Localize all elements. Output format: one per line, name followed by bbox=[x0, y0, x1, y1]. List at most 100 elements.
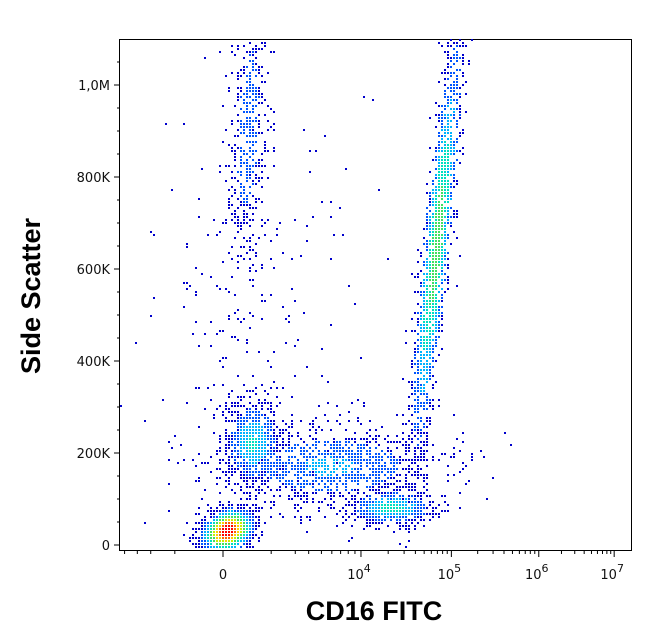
data-point bbox=[273, 150, 275, 152]
data-point bbox=[447, 54, 449, 56]
data-point bbox=[252, 459, 254, 461]
data-point bbox=[435, 336, 437, 338]
data-point bbox=[336, 456, 338, 458]
data-point bbox=[195, 513, 197, 515]
data-point bbox=[240, 474, 242, 476]
data-point bbox=[312, 471, 314, 473]
data-point bbox=[387, 477, 389, 479]
data-point bbox=[249, 426, 251, 428]
data-point bbox=[273, 165, 275, 167]
data-point bbox=[447, 222, 449, 224]
data-point bbox=[426, 363, 428, 365]
data-point bbox=[426, 318, 428, 320]
data-point bbox=[243, 438, 245, 440]
data-point bbox=[264, 426, 266, 428]
data-point bbox=[417, 369, 419, 371]
data-point bbox=[330, 483, 332, 485]
data-point bbox=[405, 330, 407, 332]
data-point bbox=[360, 474, 362, 476]
data-point bbox=[411, 273, 413, 275]
data-point bbox=[369, 453, 371, 455]
data-point bbox=[411, 384, 413, 386]
data-point bbox=[423, 330, 425, 332]
data-point bbox=[243, 525, 245, 527]
data-point bbox=[435, 264, 437, 266]
data-point bbox=[375, 522, 377, 524]
data-point bbox=[228, 510, 230, 512]
data-point bbox=[375, 474, 377, 476]
data-point bbox=[417, 291, 419, 293]
data-point bbox=[231, 444, 233, 446]
data-point bbox=[276, 426, 278, 428]
data-point bbox=[246, 447, 248, 449]
data-point bbox=[423, 294, 425, 296]
data-point bbox=[405, 450, 407, 452]
data-point bbox=[372, 513, 374, 515]
data-point bbox=[384, 474, 386, 476]
data-point bbox=[333, 477, 335, 479]
data-point bbox=[417, 363, 419, 365]
data-point bbox=[336, 525, 338, 527]
data-point bbox=[432, 222, 434, 224]
data-point bbox=[435, 507, 437, 509]
data-point bbox=[432, 234, 434, 236]
data-point bbox=[459, 45, 461, 47]
data-point bbox=[231, 390, 233, 392]
data-point bbox=[294, 219, 296, 221]
data-point bbox=[258, 453, 260, 455]
data-point bbox=[417, 405, 419, 407]
data-point bbox=[288, 432, 290, 434]
data-point bbox=[438, 177, 440, 179]
data-point bbox=[453, 63, 455, 65]
data-point bbox=[231, 534, 233, 536]
data-point bbox=[426, 393, 428, 395]
data-point bbox=[375, 501, 377, 503]
data-point bbox=[453, 111, 455, 113]
data-point bbox=[471, 39, 473, 41]
data-point bbox=[285, 474, 287, 476]
data-point bbox=[438, 321, 440, 323]
data-point bbox=[252, 60, 254, 62]
data-point bbox=[429, 264, 431, 266]
data-point bbox=[414, 495, 416, 497]
data-point bbox=[444, 495, 446, 497]
data-point bbox=[393, 477, 395, 479]
data-point bbox=[273, 420, 275, 422]
data-point bbox=[207, 234, 209, 236]
data-point bbox=[225, 528, 227, 530]
data-point bbox=[252, 66, 254, 68]
data-point bbox=[444, 453, 446, 455]
data-point bbox=[312, 483, 314, 485]
data-point bbox=[267, 129, 269, 131]
data-point bbox=[390, 453, 392, 455]
data-point bbox=[219, 435, 221, 437]
data-point bbox=[387, 435, 389, 437]
data-point bbox=[435, 273, 437, 275]
data-point bbox=[243, 153, 245, 155]
data-point bbox=[255, 165, 257, 167]
data-point bbox=[252, 285, 254, 287]
data-point bbox=[345, 465, 347, 467]
data-point bbox=[453, 186, 455, 188]
data-point bbox=[198, 543, 200, 545]
data-point bbox=[420, 405, 422, 407]
data-point bbox=[438, 306, 440, 308]
data-point bbox=[237, 513, 239, 515]
data-point bbox=[231, 402, 233, 404]
data-point bbox=[300, 420, 302, 422]
data-point bbox=[450, 456, 452, 458]
data-point bbox=[441, 183, 443, 185]
data-point bbox=[429, 252, 431, 254]
data-point bbox=[255, 432, 257, 434]
data-point bbox=[429, 312, 431, 314]
data-point bbox=[243, 69, 245, 71]
data-point bbox=[369, 498, 371, 500]
data-point bbox=[222, 330, 224, 332]
data-point bbox=[264, 42, 266, 44]
data-point bbox=[249, 513, 251, 515]
data-point bbox=[420, 507, 422, 509]
data-point bbox=[252, 279, 254, 281]
data-point bbox=[333, 459, 335, 461]
data-point bbox=[378, 453, 380, 455]
